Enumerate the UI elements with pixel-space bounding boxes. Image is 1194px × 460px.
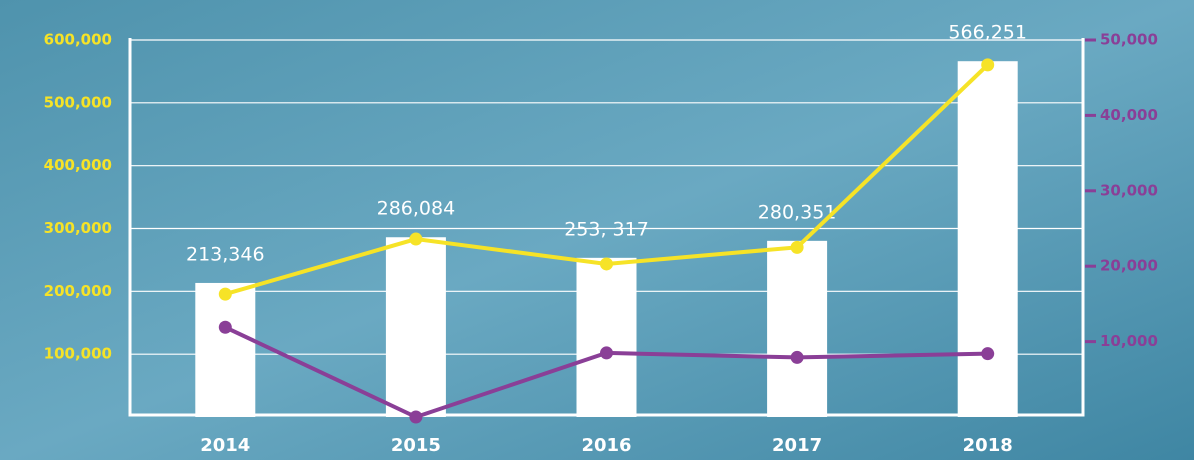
line-point	[790, 350, 804, 364]
y-tick-label: 500,000	[44, 93, 112, 111]
line-point	[600, 346, 613, 360]
x-tick-label: 2018	[963, 435, 1013, 456]
line-point	[218, 320, 232, 334]
x-tick-label: 2014	[200, 435, 250, 456]
line-point	[409, 410, 423, 424]
line-point	[790, 240, 804, 254]
y-tick-label: 200,000	[44, 282, 112, 300]
x-tick-label: 2015	[391, 435, 441, 456]
y-tick-label: 600,000	[44, 31, 112, 49]
data-label: 566,251	[948, 22, 1027, 44]
data-label: 253, 317	[564, 218, 649, 240]
y2-tick-label: 20,000	[1100, 257, 1158, 275]
y2-tick-label: 10,000	[1100, 332, 1158, 350]
line-point	[981, 347, 995, 361]
data-label: 213,346	[186, 243, 265, 265]
y2-tick-label: 40,000	[1100, 106, 1158, 124]
y-tick-label: 300,000	[44, 219, 112, 237]
x-tick-label: 2016	[581, 435, 631, 456]
y2-tick-label: 50,000	[1100, 31, 1158, 49]
y-tick-label: 100,000	[44, 345, 112, 363]
line-point	[600, 257, 613, 271]
data-label: 280,351	[758, 201, 837, 223]
bar	[957, 61, 1018, 417]
line-point	[409, 232, 423, 246]
bar	[195, 282, 256, 417]
line-point	[218, 287, 232, 301]
y-tick-label: 400,000	[44, 156, 112, 174]
bar	[576, 257, 637, 417]
data-label: 286,084	[377, 198, 456, 220]
bar	[767, 240, 828, 417]
y2-tick-label: 30,000	[1100, 181, 1158, 199]
x-tick-label: 2017	[772, 435, 822, 456]
bar	[385, 237, 446, 417]
line-point	[981, 58, 995, 72]
